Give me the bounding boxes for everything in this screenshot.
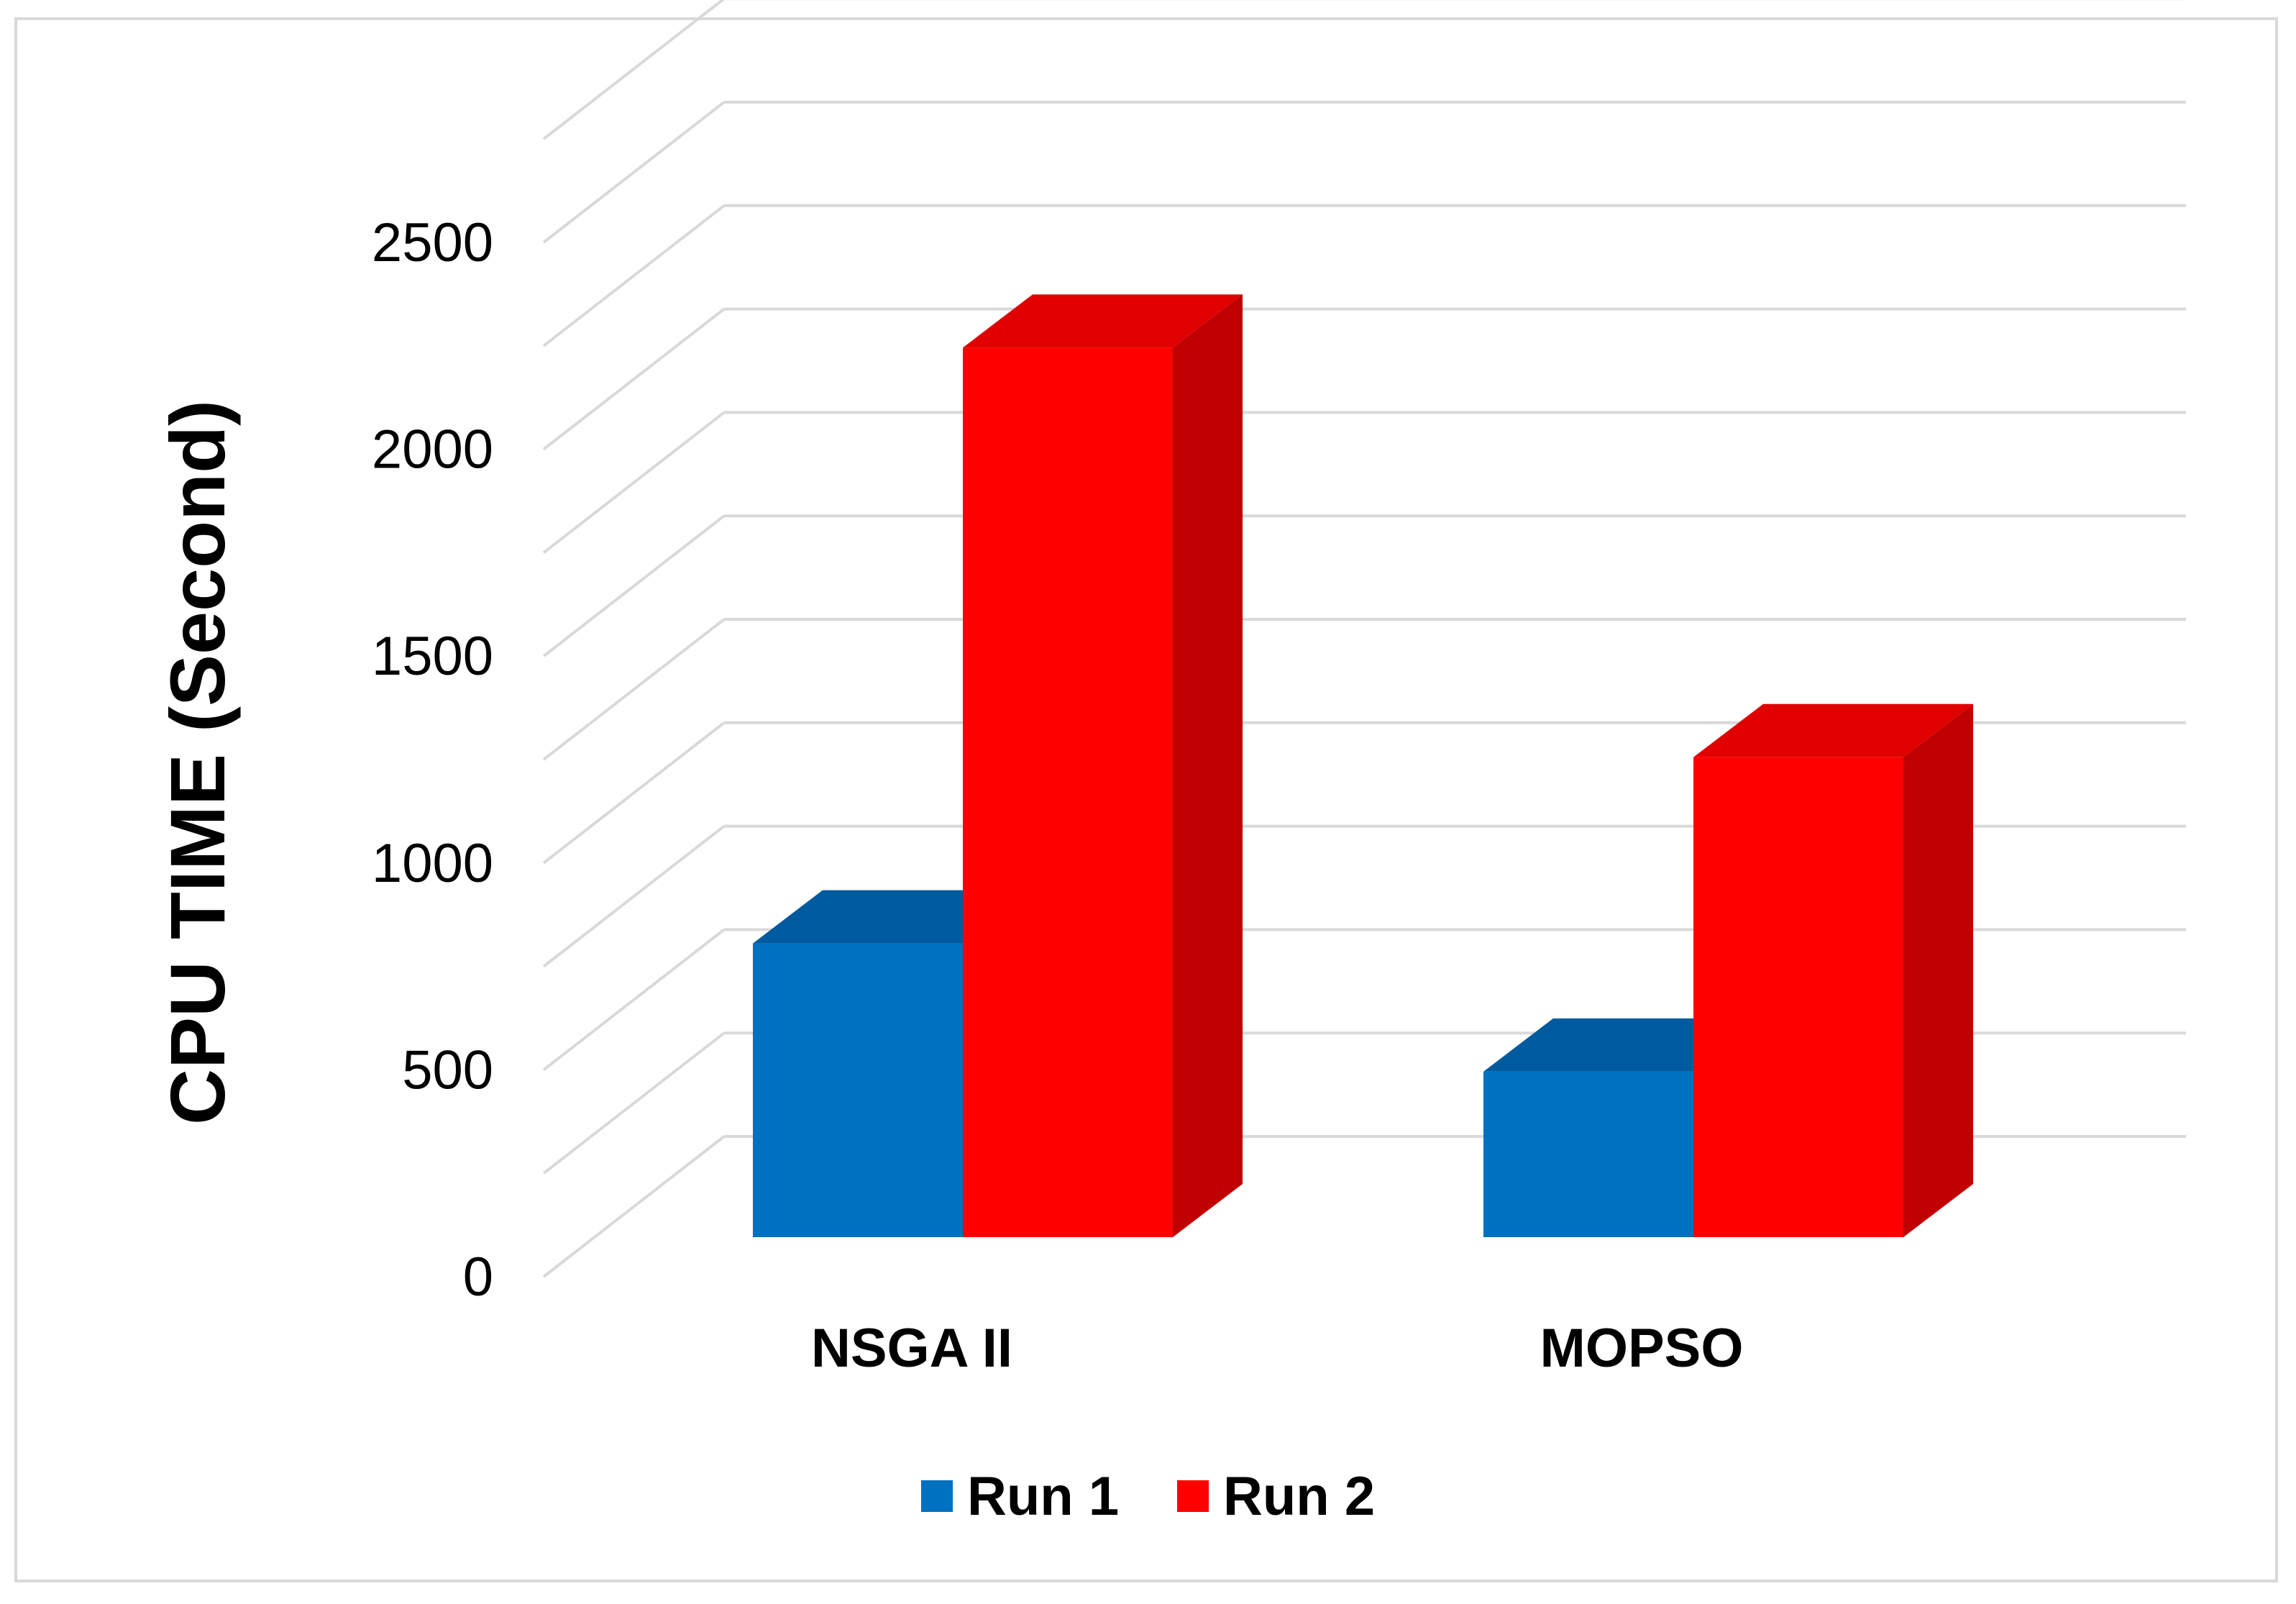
bars [753, 294, 1973, 1237]
y-tick-label: 500 [402, 1039, 493, 1101]
y-tick-label: 1000 [372, 833, 493, 894]
legend-label: Run 2 [1223, 1466, 1375, 1527]
y-tick-label: 0 [463, 1247, 493, 1308]
y-tick-label: 2000 [372, 419, 493, 480]
gridline-side [542, 308, 726, 451]
gridline-side [542, 514, 726, 657]
bar [753, 943, 963, 1237]
gridline-side [542, 1031, 726, 1175]
y-tick-label: 1500 [372, 626, 493, 687]
x-category-label: MOPSO [1540, 1318, 1744, 1379]
gridline-side [542, 825, 726, 968]
legend: Run 1 Run 2 [921, 1466, 1375, 1527]
y-tick-label: 2500 [372, 212, 493, 273]
bar [1483, 1071, 1693, 1237]
bar-top [1483, 1018, 1763, 1072]
gridline-side [542, 618, 726, 761]
x-axis-categories: NSGA II MOPSO [811, 1318, 1744, 1379]
gridline-side [542, 101, 726, 244]
bar-side [1903, 703, 1973, 1237]
gridline-side [542, 721, 726, 865]
bar-top [963, 294, 1243, 348]
gridline-side [542, 1135, 726, 1278]
bar-top [753, 890, 1033, 944]
bar [1693, 757, 1903, 1237]
gridline-side [542, 928, 726, 1071]
y-axis-title: CPU TIME (Second) [154, 400, 241, 1125]
legend-swatch [921, 1480, 953, 1512]
gridline-side [542, 204, 726, 347]
gridline-side [542, 411, 726, 554]
gridline-side [542, 0, 725, 140]
bar [963, 347, 1173, 1237]
x-category-label: NSGA II [811, 1318, 1012, 1379]
legend-swatch [1177, 1480, 1209, 1512]
y-axis-ticks: 0 500 1000 1500 2000 2500 [372, 212, 493, 1308]
bar-top [1693, 703, 1973, 757]
legend-label: Run 1 [967, 1466, 1119, 1527]
bar-side [1173, 294, 1243, 1237]
